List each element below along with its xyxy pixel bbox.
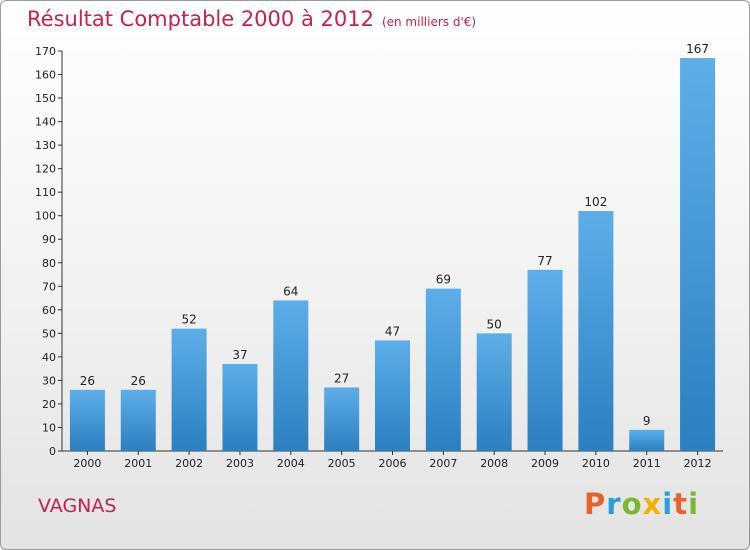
data-label-2010: 102 <box>584 195 607 209</box>
y-tick-label: 10 <box>42 421 56 434</box>
y-tick-label: 70 <box>42 280 56 293</box>
x-tick-label: 2009 <box>531 457 559 470</box>
y-tick-label: 80 <box>42 257 56 270</box>
chart-title: Résultat Comptable 2000 à 2012 (en millie… <box>27 7 476 31</box>
y-tick-label: 60 <box>42 304 56 317</box>
logo-letter: i <box>662 487 674 521</box>
y-tick-label: 50 <box>42 327 56 340</box>
bar-2007 <box>425 288 461 451</box>
bar-2008 <box>476 333 512 451</box>
data-label-2007: 69 <box>436 273 451 287</box>
y-tick-label: 160 <box>35 69 56 82</box>
bar-2009 <box>527 269 563 451</box>
x-tick-label: 2004 <box>277 457 305 470</box>
commune-name: VAGNAS <box>38 495 117 517</box>
proxiti-logo: Proxiti <box>584 487 699 521</box>
bar-2006 <box>375 340 410 451</box>
data-label-2008: 50 <box>487 317 502 331</box>
bar-2012 <box>680 58 716 451</box>
y-tick-label: 0 <box>49 445 56 458</box>
data-label-2011: 9 <box>643 414 651 428</box>
x-tick-label: 2003 <box>226 457 254 470</box>
bar-2004 <box>273 300 309 451</box>
y-tick-label: 150 <box>35 92 56 105</box>
bars <box>69 58 716 451</box>
logo-letter: t <box>673 487 689 521</box>
data-label-2005: 27 <box>334 371 349 385</box>
bar-2010 <box>578 211 614 451</box>
data-label-2002: 52 <box>181 313 196 327</box>
data-label-2001: 26 <box>131 374 146 388</box>
x-tick-label: 2006 <box>379 457 407 470</box>
y-tick-label: 140 <box>35 116 56 129</box>
y-tick-label: 100 <box>35 210 56 223</box>
x-tick-label: 2011 <box>633 457 661 470</box>
y-tick-label: 110 <box>35 186 56 199</box>
data-label-2003: 37 <box>232 348 247 362</box>
x-tick-label: 2007 <box>429 457 457 470</box>
data-label-2012: 167 <box>686 42 709 56</box>
bar-2011 <box>629 429 665 451</box>
data-label-2009: 77 <box>537 254 552 268</box>
bar-2001 <box>120 389 156 451</box>
x-tick-label: 2001 <box>124 457 152 470</box>
title-unit: (en milliers d'€) <box>381 15 477 29</box>
logo-letter: r <box>606 487 622 521</box>
data-label-2004: 64 <box>283 284 298 298</box>
y-tick-label: 40 <box>42 351 56 364</box>
data-label-2006: 47 <box>385 324 400 338</box>
logo-letter: x <box>642 487 663 521</box>
x-tick-label: 2002 <box>175 457 203 470</box>
logo-letter: P <box>584 487 607 521</box>
x-tick-label: 2008 <box>480 457 508 470</box>
y-tick-label: 20 <box>42 398 56 411</box>
title-text: Résultat Comptable 2000 à 2012 <box>27 7 374 31</box>
y-tick-label: 170 <box>35 45 56 58</box>
bar-2003 <box>222 363 258 451</box>
data-label-2000: 26 <box>80 374 95 388</box>
y-tick-label: 30 <box>42 374 56 387</box>
x-tick-label: 2005 <box>328 457 356 470</box>
logo-letter: i <box>688 487 700 521</box>
axes: 0 10 20 30 40 50 60 70 80 90 100 110 120 130 140 150 160… <box>35 45 723 470</box>
y-tick-label: 90 <box>42 233 56 246</box>
bar-2005 <box>324 387 360 451</box>
y-tick-label: 120 <box>35 163 56 176</box>
x-tick-label: 2010 <box>582 457 610 470</box>
bar-2002 <box>171 328 207 451</box>
x-tick-label: 2000 <box>73 457 101 470</box>
logo-letter: o <box>621 487 643 521</box>
data-labels: 26 26 52 37 64 27 47 69 50 77 102 9 167 <box>80 42 709 428</box>
x-tick-label: 2012 <box>684 457 712 470</box>
y-tick-label: 130 <box>35 139 56 152</box>
bar-2000 <box>69 389 105 451</box>
